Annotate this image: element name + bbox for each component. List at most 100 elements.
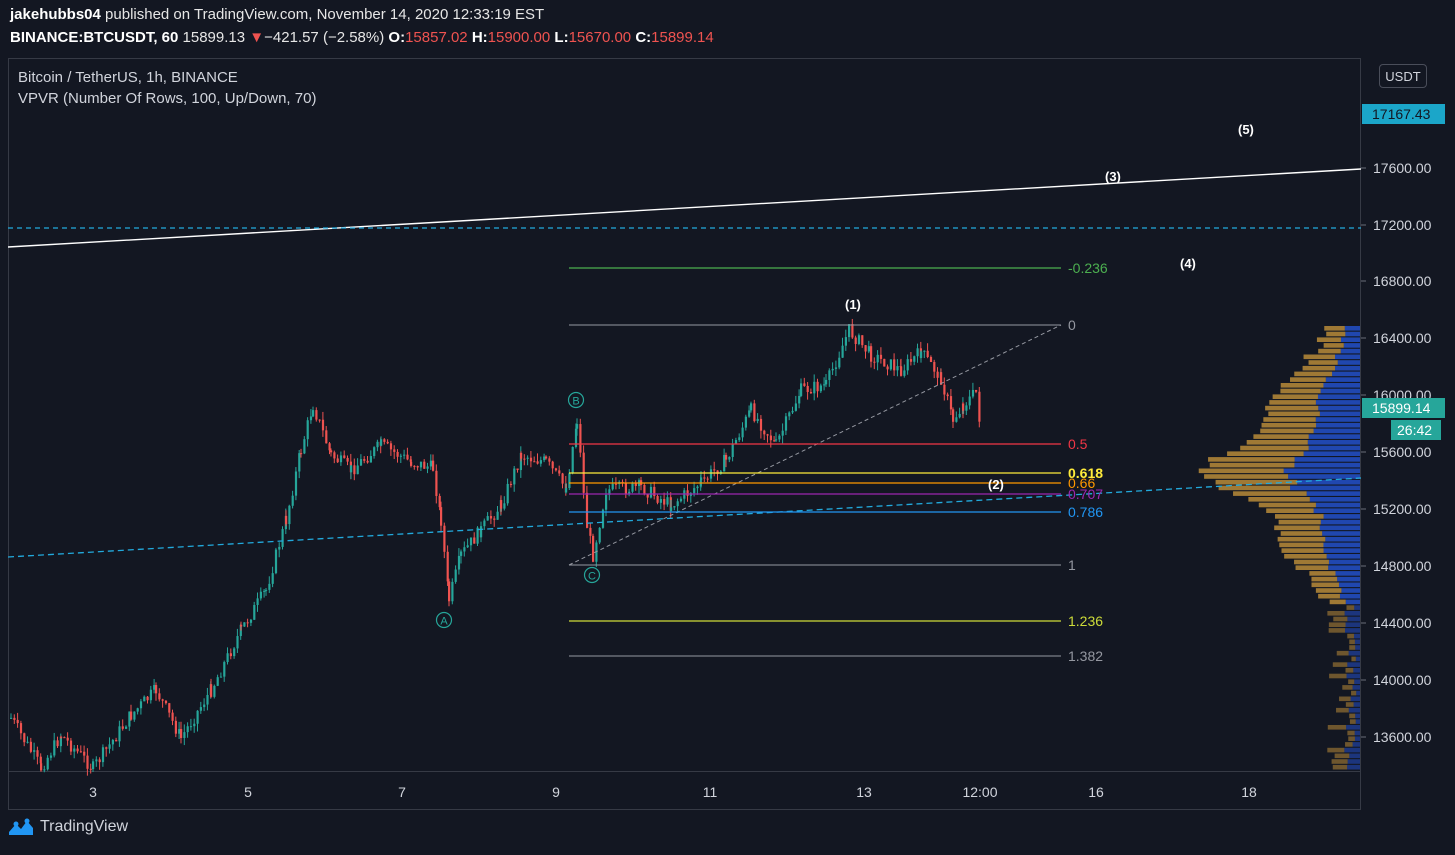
candle-body (73, 748, 76, 752)
candle-body (870, 346, 873, 362)
candle-body (903, 370, 906, 376)
fib-label-1236: 1.236 (1068, 613, 1103, 629)
vpvr-bar-down (1258, 502, 1316, 508)
candle-body (971, 389, 975, 397)
vpvr-bar-up (1344, 747, 1360, 753)
candle-body (158, 693, 161, 700)
fib-label-1: 1 (1068, 557, 1076, 573)
chart-pane[interactable] (8, 58, 1361, 772)
candle-body (256, 598, 259, 606)
candle-body (806, 385, 809, 392)
wave-label-3[interactable]: (3) (1105, 169, 1121, 184)
vpvr-bar-down (1349, 713, 1356, 719)
wave-label-4[interactable]: (4) (1180, 256, 1196, 271)
wave-label-b[interactable]: B (567, 391, 585, 409)
vpvr-bar-up (1323, 548, 1360, 553)
candle-body (410, 461, 413, 466)
candle-body (978, 391, 981, 422)
wave-label-a[interactable]: A (435, 611, 453, 629)
vpvr-bar-down (1326, 331, 1346, 337)
high-label: H: (471, 29, 488, 46)
vpvr-bar-down (1331, 759, 1348, 764)
candle-body (128, 711, 131, 727)
price-tick: 15600.00 (1373, 444, 1432, 460)
candle-body (841, 345, 844, 358)
candle-body (844, 337, 847, 346)
vpvr-bar-down (1332, 764, 1348, 770)
vpvr-bar-up (1355, 645, 1360, 650)
candle-body (659, 499, 662, 503)
candle-body (29, 741, 32, 752)
candle-body (696, 486, 699, 489)
vpvr-bar-up (1320, 519, 1360, 525)
dashed-trend-line[interactable] (7, 477, 1362, 558)
brand-name: TradingView (40, 818, 129, 835)
candle-body (533, 461, 536, 463)
candle-body (706, 478, 709, 480)
candle-body (196, 710, 199, 724)
candle-body (139, 701, 143, 709)
candle-body (731, 443, 734, 457)
vpvr-bar-up (1297, 479, 1360, 485)
vpvr-bar-down (1336, 707, 1349, 713)
low-value: 15670.00 (568, 29, 632, 46)
candle-body (955, 417, 958, 422)
candle-body (36, 750, 39, 757)
candle-body (867, 346, 870, 352)
indicator-label[interactable]: VPVR (Number Of Rows, 100, Up/Down, 70) (18, 90, 317, 107)
candle-body (585, 492, 589, 523)
candle-body (105, 747, 108, 749)
candle-body (725, 454, 728, 460)
candle-body (565, 488, 568, 493)
author-name[interactable]: jakehubbs04 (10, 6, 101, 23)
candle-body (946, 394, 949, 397)
candle-body (568, 473, 571, 489)
dashed-level-price: 17167.43 (1372, 106, 1431, 122)
candle-body (813, 381, 816, 394)
time-axis[interactable] (8, 772, 1361, 810)
wave-label-5[interactable]: (5) (1238, 122, 1254, 137)
candle-body (551, 461, 554, 469)
abc-wave-labels[interactable]: A B C (435, 391, 601, 629)
candle-body (614, 483, 618, 485)
candle-body (773, 440, 776, 442)
candle-body (130, 711, 133, 720)
wave-label-1[interactable]: (1) (845, 297, 861, 312)
candle-body (601, 509, 605, 528)
candle-body (386, 441, 389, 444)
candle-body (864, 345, 867, 352)
candle-body (605, 494, 608, 510)
candle-body (734, 440, 738, 444)
price-tick: 15200.00 (1373, 501, 1432, 517)
candle-body (803, 383, 806, 386)
candle-body (952, 409, 955, 422)
currency-button[interactable]: USDT (1379, 64, 1427, 88)
vpvr-bar-down (1327, 747, 1345, 753)
candle-body (879, 354, 883, 359)
candle-body (101, 747, 105, 763)
candle-body (823, 384, 826, 386)
candle-body (713, 469, 716, 471)
price-axis[interactable] (1361, 58, 1455, 772)
vpvr-bar-down (1346, 605, 1355, 610)
candle-body (975, 389, 978, 392)
wave-label-c[interactable]: C (583, 566, 601, 584)
footer-brand[interactable]: TradingView (8, 818, 128, 836)
wave-label-2[interactable]: (2) (988, 477, 1004, 492)
candle-body (171, 712, 174, 721)
time-axis-ticks: 3 5 7 9 11 13 12:00 16 18 (89, 784, 1257, 800)
candle-body (506, 483, 509, 504)
candle-body (744, 416, 747, 428)
candle-body (328, 443, 331, 451)
candle-body (709, 469, 713, 479)
fib-retracement[interactable]: -0.236 0 0.5 0.618 0.66 0.707 0.786 1 1.… (568, 260, 1108, 664)
vpvr-bar-up (1355, 719, 1360, 724)
vpvr-bar-up (1349, 753, 1360, 759)
trend-line[interactable] (7, 168, 1362, 248)
price-tick: 14000.00 (1373, 672, 1432, 688)
candle-body (943, 384, 946, 395)
symbol-title[interactable]: Bitcoin / TetherUS, 1h, BINANCE (18, 69, 238, 86)
elliott-wave-labels[interactable]: (1) (2) (3) (4) (5) (845, 122, 1254, 492)
candle-body (380, 439, 383, 446)
